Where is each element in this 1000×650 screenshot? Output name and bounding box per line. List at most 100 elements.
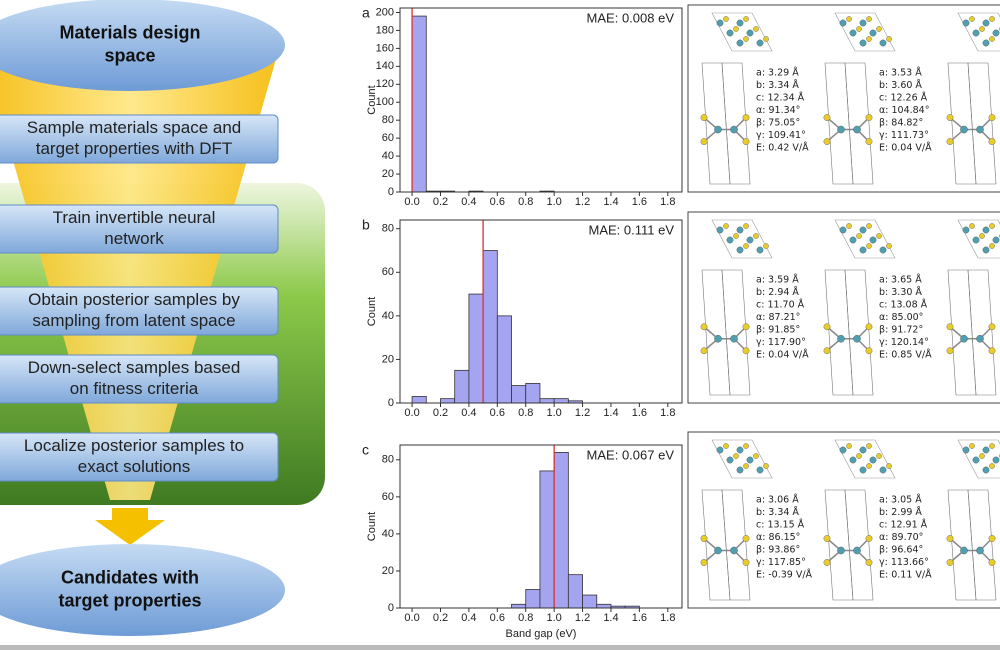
atom (733, 26, 739, 32)
atom (988, 138, 996, 145)
lattice-param: c: 13.15 Å (756, 519, 805, 531)
atom (879, 466, 887, 474)
bond (826, 116, 870, 143)
atom (988, 114, 996, 121)
atom (976, 125, 984, 134)
atom (837, 334, 845, 343)
y-axis-label: Count (366, 297, 378, 326)
atom (856, 26, 862, 32)
x-tick-label: 1.2 (575, 196, 590, 208)
lattice-param: E: 0.11 V/Å (879, 569, 932, 581)
label-line: target properties (58, 590, 201, 610)
atom (823, 347, 831, 355)
plot-frame (399, 219, 683, 404)
atom (823, 114, 831, 121)
y-tick-label: 0 (388, 186, 394, 198)
x-tick-label: 0.2 (433, 407, 448, 419)
side-cell (721, 489, 751, 601)
atom (879, 39, 887, 47)
x-tick-label: 0.6 (490, 196, 505, 208)
top-cell (711, 12, 773, 52)
bottom-ellipse (0, 544, 285, 636)
bar (596, 603, 612, 609)
atom (742, 138, 750, 145)
atom (853, 334, 861, 343)
y-tick-label: 0 (388, 602, 394, 614)
arrow (95, 508, 165, 545)
lattice-param: c: 12.34 Å (756, 92, 805, 104)
atom (972, 236, 980, 244)
atom (753, 233, 759, 239)
side-cell (844, 269, 874, 396)
atom (742, 347, 750, 355)
bar (582, 594, 598, 609)
x-tick-label: 1.4 (603, 196, 618, 208)
atom (839, 19, 847, 27)
y-axis-label: Count (366, 85, 378, 114)
atom (823, 138, 831, 145)
x-tick-label: 1.6 (632, 612, 647, 624)
atom (886, 36, 892, 42)
lattice-param: a: 3.59 Å (756, 274, 799, 286)
x-tick-label: 0.8 (518, 407, 533, 419)
bond (949, 326, 993, 352)
y-tick-label: 40 (382, 528, 394, 540)
lattice-param: α: 89.70° (879, 532, 923, 543)
atom (982, 226, 990, 234)
atom (865, 559, 873, 566)
atom (946, 559, 954, 566)
atom (716, 446, 724, 454)
label-line: Down-select samples based (28, 358, 241, 377)
top-cell (834, 12, 896, 52)
atom (869, 29, 877, 37)
x-tick-label: 1.2 (575, 612, 590, 624)
x-tick-label: 1.8 (660, 407, 675, 419)
atom (876, 233, 882, 239)
atom (736, 466, 744, 474)
atom (743, 463, 749, 469)
y-tick-label: 60 (382, 266, 394, 278)
lattice-param: E: 0.04 V/Å (756, 349, 809, 361)
atom (962, 226, 970, 234)
atom (859, 466, 867, 474)
atom (982, 466, 990, 474)
atom (879, 246, 887, 254)
atom (743, 243, 749, 249)
atom (736, 446, 744, 454)
lattice-param: β: 75.05° (756, 118, 800, 129)
y-tick-label: 40 (382, 310, 394, 322)
side-cell (967, 62, 997, 185)
lattice-param: c: 12.26 Å (879, 92, 928, 104)
atom (982, 246, 990, 254)
atom (837, 546, 845, 555)
label-line: exact solutions (78, 457, 190, 476)
atom (969, 16, 975, 22)
side-cell (967, 489, 997, 601)
atom (756, 466, 764, 474)
top-cell (957, 219, 1000, 259)
atom (976, 334, 984, 343)
atom (988, 559, 996, 566)
lattice-param: γ: 111.73° (879, 130, 929, 141)
bar (539, 470, 555, 609)
atom (856, 233, 862, 239)
bar (525, 589, 541, 609)
atom (866, 243, 872, 249)
atom (859, 246, 867, 254)
bar (440, 398, 456, 404)
lattice-param: b: 3.30 Å (879, 286, 922, 298)
plot-frame (399, 7, 683, 193)
atom (988, 535, 996, 542)
atom (988, 323, 996, 331)
lattice-param: α: 85.00° (879, 312, 923, 323)
x-tick-label: 1.0 (546, 407, 561, 419)
atom (753, 26, 759, 32)
panel-label: c (362, 442, 369, 458)
atom (969, 443, 975, 449)
atom (823, 323, 831, 331)
x-tick-label: 1.6 (632, 196, 647, 208)
atom (746, 456, 754, 464)
atom (866, 443, 872, 449)
label-line: Candidates with (61, 567, 199, 587)
